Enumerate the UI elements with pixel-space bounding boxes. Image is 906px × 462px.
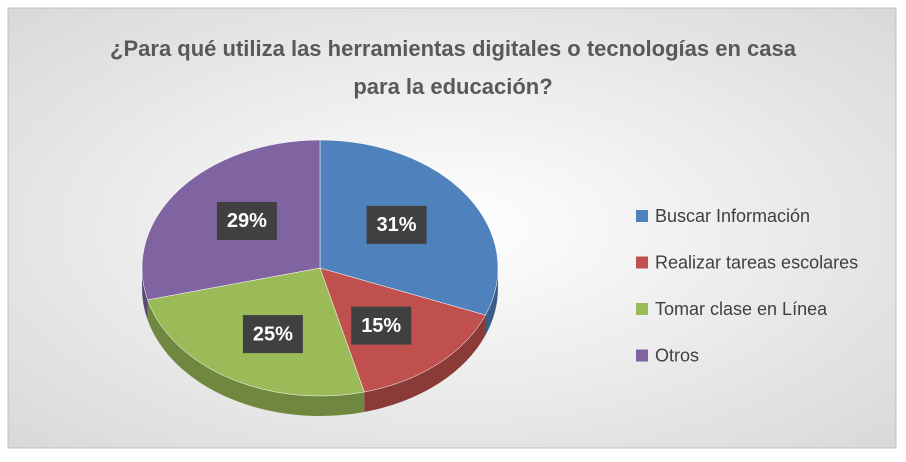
- slice-side: [364, 315, 486, 412]
- legend-label: Tomar clase en Línea: [655, 299, 828, 319]
- slice-side: [485, 268, 498, 336]
- slice-side: [147, 299, 365, 416]
- data-label: 31%: [377, 214, 417, 236]
- data-label-box: [242, 315, 303, 354]
- legend-swatch: [636, 349, 648, 362]
- data-label-box: [216, 201, 277, 240]
- legend-label: Otros: [655, 345, 699, 365]
- chart-title: ¿Para qué utiliza las herramientas digit…: [110, 36, 796, 99]
- slice-side: [142, 268, 148, 320]
- data-label: 25%: [253, 323, 293, 345]
- data-label: 29%: [227, 210, 267, 232]
- legend-swatch: [636, 256, 648, 269]
- legend-swatch: [636, 303, 648, 315]
- data-label-box: [351, 306, 412, 345]
- data-label-box: [366, 205, 427, 244]
- legend-label: Realizar tareas escolares: [655, 252, 858, 272]
- legend-label: Buscar Información: [655, 206, 810, 226]
- data-label: 15%: [361, 315, 401, 337]
- legend-swatch: [636, 210, 648, 222]
